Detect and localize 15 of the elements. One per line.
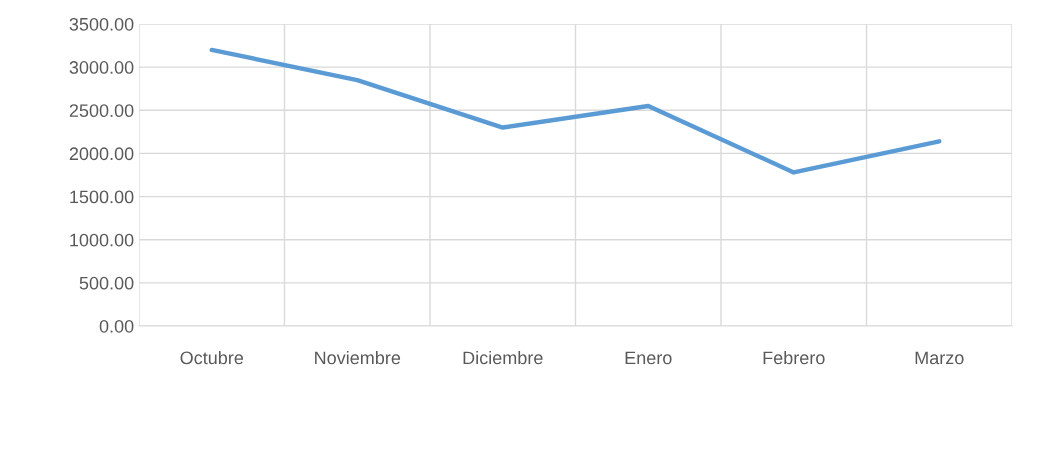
- y-tick-label: 2000.00: [69, 147, 134, 161]
- y-tick-label: 1000.00: [70, 233, 134, 247]
- x-tick-label: Febrero: [763, 351, 825, 365]
- x-tick-label: Marzo: [915, 351, 964, 365]
- x-tick-label: Octubre: [180, 351, 244, 365]
- y-tick-label: 3500.00: [69, 17, 134, 31]
- x-tick-label: Enero: [625, 351, 672, 365]
- y-tick-label: 0.00: [99, 319, 134, 333]
- y-tick-label: 2500.00: [69, 104, 134, 118]
- y-tick-label: 500.00: [79, 276, 134, 290]
- line-series: [209, 47, 942, 175]
- y-tick-label: 3000.00: [69, 61, 134, 74]
- x-tick-label: Diciembre: [463, 351, 543, 365]
- x-tick-label: Noviembre: [315, 351, 401, 365]
- y-tick-label: 1500.00: [70, 190, 134, 204]
